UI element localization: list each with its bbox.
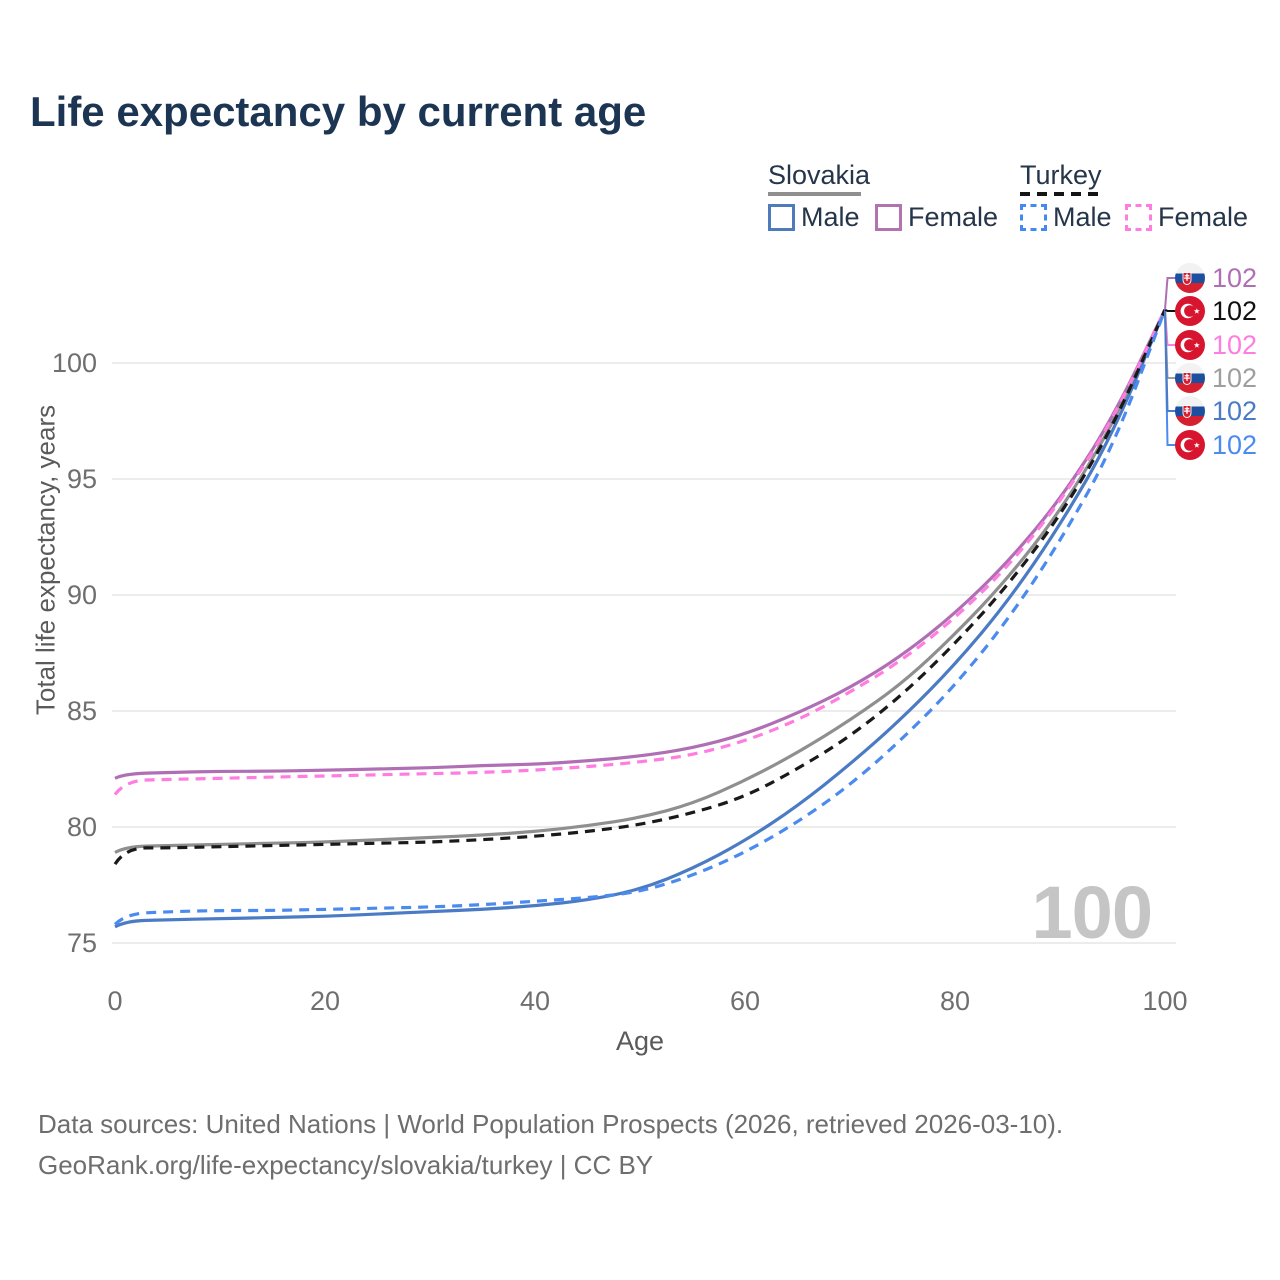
y-tick-label: 75 — [67, 928, 97, 958]
legend-group-slovakia[interactable]: Slovakia — [768, 160, 871, 190]
legend-item-slovakia-female[interactable]: Female — [908, 202, 999, 232]
chart-plot[interactable]: 75 80 85 90 95 100 0 20 40 60 80 100 — [0, 0, 1280, 1080]
legend-group-turkey[interactable]: Turkey — [1020, 160, 1102, 190]
data-sources: Data sources: United Nations | World Pop… — [38, 1104, 1063, 1186]
slovakia-male-swatch-icon[interactable] — [768, 204, 795, 231]
page-title: Life expectancy by current age — [30, 88, 647, 135]
leader-line-slovakia-female — [1164, 277, 1176, 310]
x-tick-label: 80 — [940, 986, 970, 1016]
series-line-turkey-total — [113, 308, 1167, 866]
series-line-slovakia-total — [114, 308, 1167, 854]
leader-line-turkey-total — [1164, 308, 1176, 312]
series-line-turkey-female — [113, 308, 1167, 796]
y-tick-label: 80 — [67, 812, 97, 842]
series-line-turkey-male — [113, 309, 1167, 926]
turkey-total-swatch — [1020, 192, 1100, 196]
data-sources-line1: Data sources: United Nations | World Pop… — [38, 1109, 1064, 1139]
y-tick-label: 95 — [67, 464, 97, 494]
x-tick-label: 40 — [520, 986, 550, 1016]
x-tick-label: 20 — [310, 986, 340, 1016]
x-tick-label: 100 — [1142, 986, 1187, 1016]
slovakia-total-swatch — [768, 192, 861, 196]
series-line-slovakia-female — [114, 308, 1167, 780]
leader-line-slovakia-male — [1164, 309, 1176, 412]
x-tick-label: 0 — [107, 986, 122, 1016]
data-sources-line2: GeoRank.org/life-expectancy/slovakia/tur… — [38, 1150, 654, 1180]
x-axis-title: Age — [615, 1026, 665, 1056]
y-tick-label: 100 — [52, 348, 97, 378]
x-tick-label: 60 — [730, 986, 760, 1016]
y-tick-label: 90 — [67, 580, 97, 610]
legend-item-turkey-female[interactable]: Female — [1158, 202, 1249, 232]
series-line-slovakia-male — [114, 308, 1167, 929]
turkey-male-swatch-icon[interactable] — [1020, 204, 1047, 231]
slovakia-female-swatch-icon[interactable] — [875, 204, 902, 231]
legend-item-slovakia-male[interactable]: Male — [801, 202, 860, 232]
legend-item-turkey-male[interactable]: Male — [1053, 202, 1112, 232]
turkey-female-swatch-icon[interactable] — [1125, 204, 1152, 231]
age-watermark: 100 — [1031, 871, 1153, 954]
y-tick-label: 85 — [67, 696, 97, 726]
